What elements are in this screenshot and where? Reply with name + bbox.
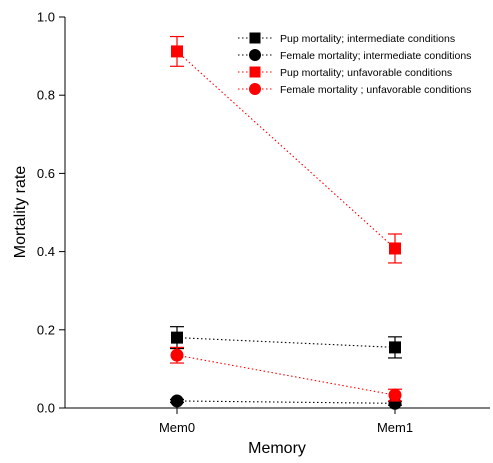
series-line bbox=[176, 50, 396, 249]
y-tick-label: 0.8 bbox=[37, 88, 55, 103]
x-tick-label: Mem1 bbox=[377, 420, 413, 435]
series bbox=[170, 35, 402, 410]
series-2 bbox=[170, 35, 402, 264]
legend-marker-circle bbox=[249, 49, 261, 61]
y-tick-label: 0.2 bbox=[37, 322, 55, 337]
legend-marker-square bbox=[249, 66, 261, 78]
ticks: 0.0 0.2 0.4 0.6 0.8 1.0 Mem0 Mem1 bbox=[37, 10, 413, 436]
x-tick-label: Mem0 bbox=[159, 420, 195, 435]
legend-item: Pup mortality; unfavorable conditions bbox=[238, 66, 452, 79]
y-axis-title: Mortality rate bbox=[12, 166, 29, 259]
legend: Pup mortality; intermediate conditions Fe… bbox=[238, 32, 471, 96]
legend-marker-circle bbox=[249, 83, 261, 95]
x-axis-title: Memory bbox=[248, 440, 306, 457]
data-point-circle bbox=[170, 394, 184, 408]
legend-item: Female mortality ; unfavorable condition… bbox=[238, 83, 471, 96]
legend-label: Female mortality ; unfavorable condition… bbox=[280, 84, 471, 96]
series-line bbox=[176, 354, 396, 396]
y-tick-label: 0.4 bbox=[37, 244, 55, 259]
legend-item: Pup mortality; intermediate conditions bbox=[238, 32, 455, 45]
series-line bbox=[176, 337, 396, 348]
legend-label: Pup mortality; unfavorable conditions bbox=[280, 67, 452, 79]
legend-item: Female mortality; intermediate condition… bbox=[238, 49, 471, 62]
data-point-square bbox=[171, 331, 183, 344]
y-tick-label: 1.0 bbox=[37, 10, 55, 25]
data-point-circle bbox=[388, 388, 402, 402]
axes bbox=[64, 17, 490, 409]
series-line bbox=[176, 400, 396, 404]
data-point-square bbox=[389, 242, 401, 255]
series-3 bbox=[170, 346, 402, 402]
y-tick-label: 0.6 bbox=[37, 166, 55, 181]
legend-label: Female mortality; intermediate condition… bbox=[280, 50, 471, 62]
data-point-circle bbox=[170, 348, 184, 362]
data-point-square bbox=[171, 45, 183, 58]
series-0 bbox=[170, 326, 402, 359]
legend-marker-square bbox=[249, 32, 261, 44]
y-tick-label: 0.0 bbox=[37, 401, 55, 416]
data-point-square bbox=[389, 341, 401, 354]
legend-label: Pup mortality; intermediate conditions bbox=[280, 33, 455, 45]
